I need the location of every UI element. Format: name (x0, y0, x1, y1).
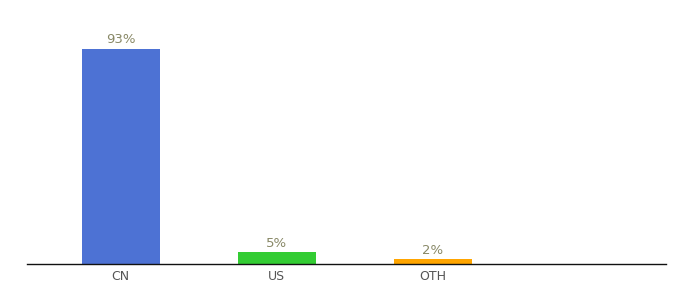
Text: 93%: 93% (106, 33, 135, 46)
Text: 2%: 2% (422, 244, 443, 256)
Bar (238, 252, 316, 264)
Text: 5%: 5% (266, 237, 287, 250)
Bar (394, 260, 471, 264)
Bar (82, 49, 160, 264)
